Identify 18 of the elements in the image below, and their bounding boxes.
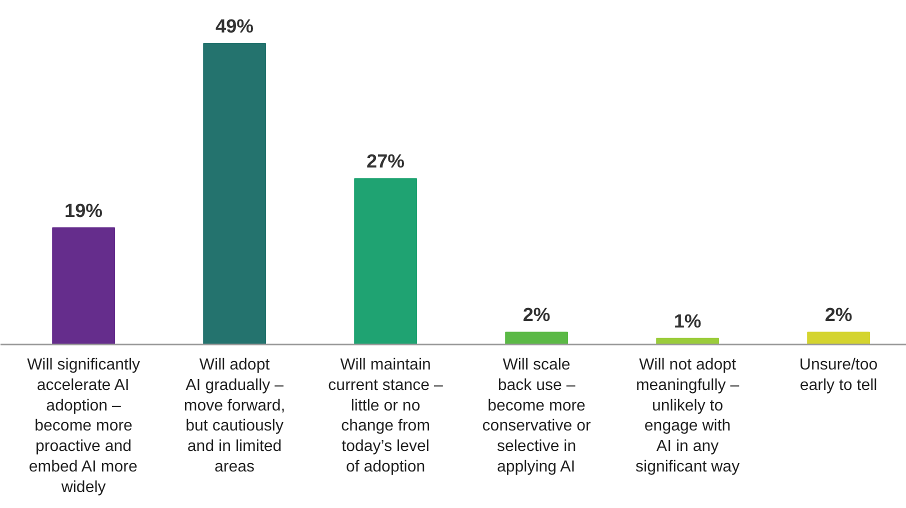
bar (656, 338, 720, 344)
bar (505, 332, 568, 344)
bar (52, 227, 116, 344)
data-label: 2% (824, 305, 852, 326)
x-tick-label: Will not adopt meaningfully – unlikely to engage with AI in any significant way (636, 356, 740, 476)
data-label: 2% (522, 305, 550, 326)
x-tick-label: Will scale back use – become more conservative or selective in applying AI (482, 356, 592, 476)
data-label: 27% (366, 152, 405, 173)
bar (203, 43, 266, 344)
x-tick-label: Will significantly accelerate AI adoption – become more proactive and embed AI more widely (27, 356, 140, 496)
bar (354, 178, 418, 344)
x-tick-label: Will adopt AI gradually – move forward, but cautiously and in limited areas (184, 356, 286, 476)
bar (807, 332, 870, 344)
x-tick-label: Will maintain current stance – little or no change from today’s level of adoption (328, 356, 444, 476)
data-label: 1% (674, 311, 702, 332)
data-label: 49% (216, 16, 254, 38)
data-label: 19% (64, 200, 103, 222)
x-tick-label: Unsure/too early to tell (799, 356, 878, 394)
